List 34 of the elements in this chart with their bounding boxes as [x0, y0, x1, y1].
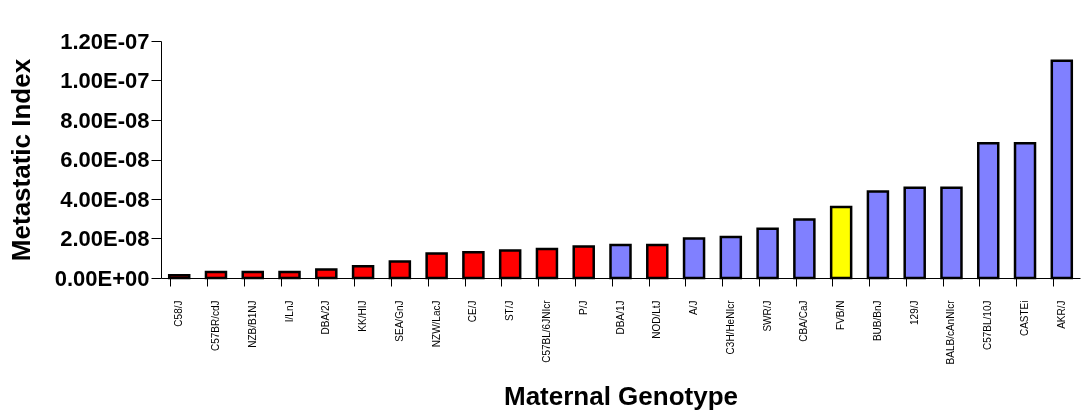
x-tick-label: P/J	[577, 300, 589, 315]
x-tick-label: BUB/BnJ	[871, 300, 883, 342]
y-tick-label: 8.00E-08	[60, 107, 150, 133]
x-tick-label: AKR/J	[1055, 300, 1067, 329]
x-tick-label: SWR/J	[761, 300, 773, 332]
x-tick-label: KK/HIJ	[357, 300, 369, 332]
x-tick-label: C57BL/6JNIcr	[540, 299, 552, 363]
y-tick-label: 1.20E-07	[60, 28, 150, 54]
x-tick-label: NOD/LtJ	[651, 300, 663, 339]
x-axis-title: Maternal Genotype	[503, 381, 739, 412]
x-tick-label: CASTEi	[1019, 300, 1031, 337]
x-tick-label: CE/J	[467, 300, 479, 323]
x-tick-label: DBA/2J	[320, 300, 332, 335]
x-tick-label: C3H/HeNIcr	[724, 299, 736, 355]
x-tick-label: I/LnJ	[283, 300, 295, 323]
x-tick-label: 129/J	[908, 300, 920, 325]
y-tick-label: 2.00E-08	[60, 226, 150, 251]
x-tick-label: A/J	[688, 300, 700, 315]
x-tick-label: NZB/B1NJ	[246, 300, 258, 348]
y-tick-label: 6.00E-08	[60, 147, 150, 172]
y-tick-label: 1.00E-07	[60, 68, 150, 93]
x-tick-label: BALB/cAnNIcr	[945, 299, 957, 365]
x-tick-label: DBA/1J	[614, 300, 626, 335]
x-tick-label: C57BL/10J	[982, 300, 994, 350]
x-tick-label: C57BR/cdJ	[209, 300, 221, 352]
x-tick-label: FVB/N	[835, 300, 847, 330]
x-tick-label: C58/J	[173, 300, 185, 327]
x-tick-label: SEA/GnJ	[393, 300, 405, 342]
x-tick-label: NZW/LacJ	[430, 300, 442, 348]
y-tick-label: 0.00E+00	[54, 265, 150, 291]
y-tick-label: 4.00E-08	[60, 186, 150, 212]
x-tick-label: CBA/CaJ	[798, 300, 810, 342]
x-tick-label: ST/J	[504, 300, 516, 322]
y-axis-title: Metastatic Index	[5, 58, 36, 262]
